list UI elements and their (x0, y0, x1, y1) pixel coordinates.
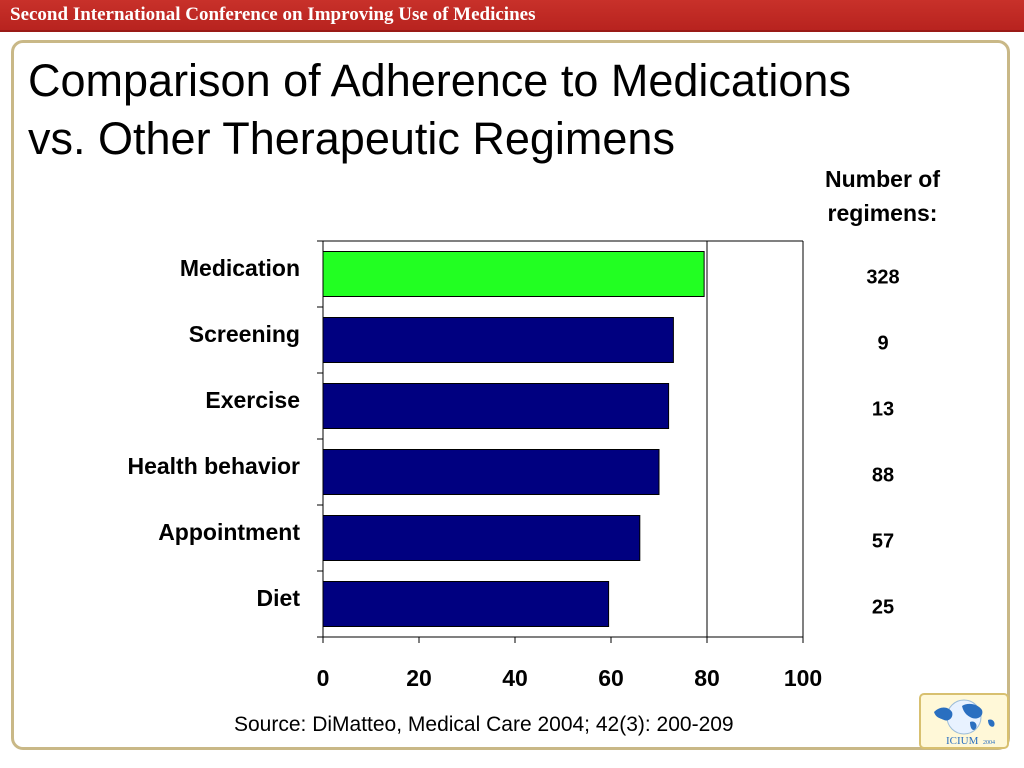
slide-frame (11, 40, 1010, 750)
conference-banner-text: Second International Conference on Impro… (10, 4, 536, 25)
regimen-count-screening: 9 (877, 332, 888, 354)
x-tick-label-0: 0 (317, 665, 330, 691)
regimen-counts-header-line-1: Number of (825, 166, 940, 192)
regimen-count-exercise: 13 (872, 398, 894, 420)
bar-diet (322, 581, 610, 627)
category-label-medication: Medication (180, 255, 300, 281)
icium-logo: ICIUM 2004 (919, 693, 1009, 749)
slide-title-line-2: vs. Other Therapeutic Regimens (28, 113, 675, 164)
continent-americas-icon (934, 707, 953, 721)
category-label-appointment: Appointment (158, 519, 300, 545)
regimen-counts-header-line-2: regimens: (827, 200, 938, 226)
continent-africa-icon (970, 721, 977, 730)
x-tick-label-60: 60 (598, 665, 624, 691)
regimen-counts-header: Number of regimens: (780, 162, 985, 230)
slide-title: Comparison of Adherence to Medications v… (28, 52, 988, 168)
bar-health-behavior (322, 449, 660, 495)
category-label-health-behavior: Health behavior (127, 453, 300, 479)
regimen-count-health-behavior: 88 (872, 464, 894, 486)
continent-oceania-icon (988, 719, 995, 727)
bar-exercise (322, 383, 670, 429)
category-label-diet: Diet (257, 585, 301, 611)
logo-text: ICIUM (946, 735, 979, 747)
x-tick-label-100: 100 (784, 665, 822, 691)
x-tick-label-20: 20 (406, 665, 432, 691)
bar-appointment (322, 515, 641, 561)
category-label-exercise: Exercise (205, 387, 300, 413)
regimen-count-diet: 25 (872, 596, 894, 618)
conference-banner: Second International Conference on Impro… (0, 0, 1024, 32)
bar-screening (322, 317, 674, 363)
regimen-count-medication: 328 (866, 266, 899, 288)
source-citation: Source: DiMatteo, Medical Care 2004; 42(… (234, 713, 734, 736)
x-tick-label-40: 40 (502, 665, 528, 691)
category-label-screening: Screening (189, 321, 300, 347)
continent-eurasia-icon (962, 703, 983, 719)
slide-title-line-1: Comparison of Adherence to Medications (28, 55, 851, 106)
bar-medication (322, 251, 705, 297)
logo-year: 2004 (983, 740, 995, 746)
regimen-count-appointment: 57 (872, 530, 894, 552)
x-tick-label-80: 80 (694, 665, 720, 691)
